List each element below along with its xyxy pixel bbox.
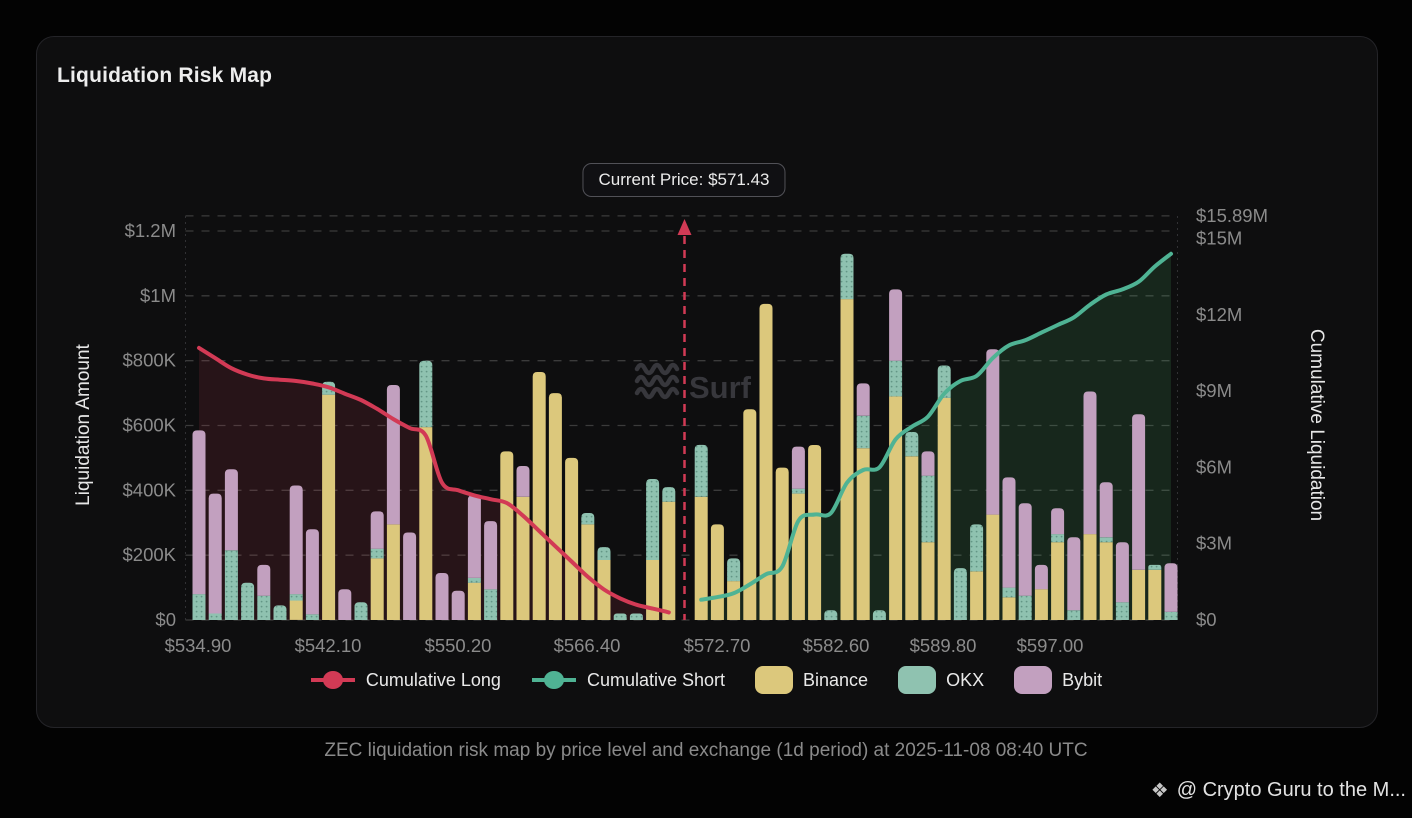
- legend-label: Binance: [803, 669, 869, 690]
- cumulative-short-line-marker: [531, 671, 576, 689]
- binance-diamond-icon: ❖: [1150, 779, 1169, 802]
- legend-label: Cumulative Long: [365, 669, 501, 690]
- page-title: Liquidation Risk Map: [57, 64, 273, 87]
- legend-item-okx[interactable]: OKX: [898, 666, 984, 694]
- legend-label: Bybit: [1062, 669, 1103, 690]
- binance-swatch: [755, 666, 794, 694]
- legend-label: OKX: [946, 669, 985, 690]
- legend-label: Cumulative Short: [586, 669, 726, 690]
- chart-caption: ZEC liquidation risk map by price level …: [324, 740, 1088, 761]
- legend-item-cumulative-long[interactable]: Cumulative Long: [310, 670, 501, 691]
- bybit-swatch: [1014, 666, 1053, 694]
- chart-legend: Cumulative Long Cumulative Short Binance…: [36, 666, 1376, 694]
- attribution: ❖ @ Crypto Guru to the M...: [1151, 779, 1406, 802]
- attribution-text: @ Crypto Guru to the M...: [1176, 779, 1406, 801]
- legend-item-bybit[interactable]: Bybit: [1014, 666, 1102, 694]
- current-price-label: Current Price: $571.43: [582, 163, 786, 197]
- legend-item-cumulative-short[interactable]: Cumulative Short: [531, 670, 725, 691]
- cumulative-long-line-marker: [310, 671, 355, 689]
- okx-swatch: [898, 666, 937, 694]
- legend-item-binance[interactable]: Binance: [755, 666, 868, 694]
- liquidation-risk-card: [36, 36, 1378, 728]
